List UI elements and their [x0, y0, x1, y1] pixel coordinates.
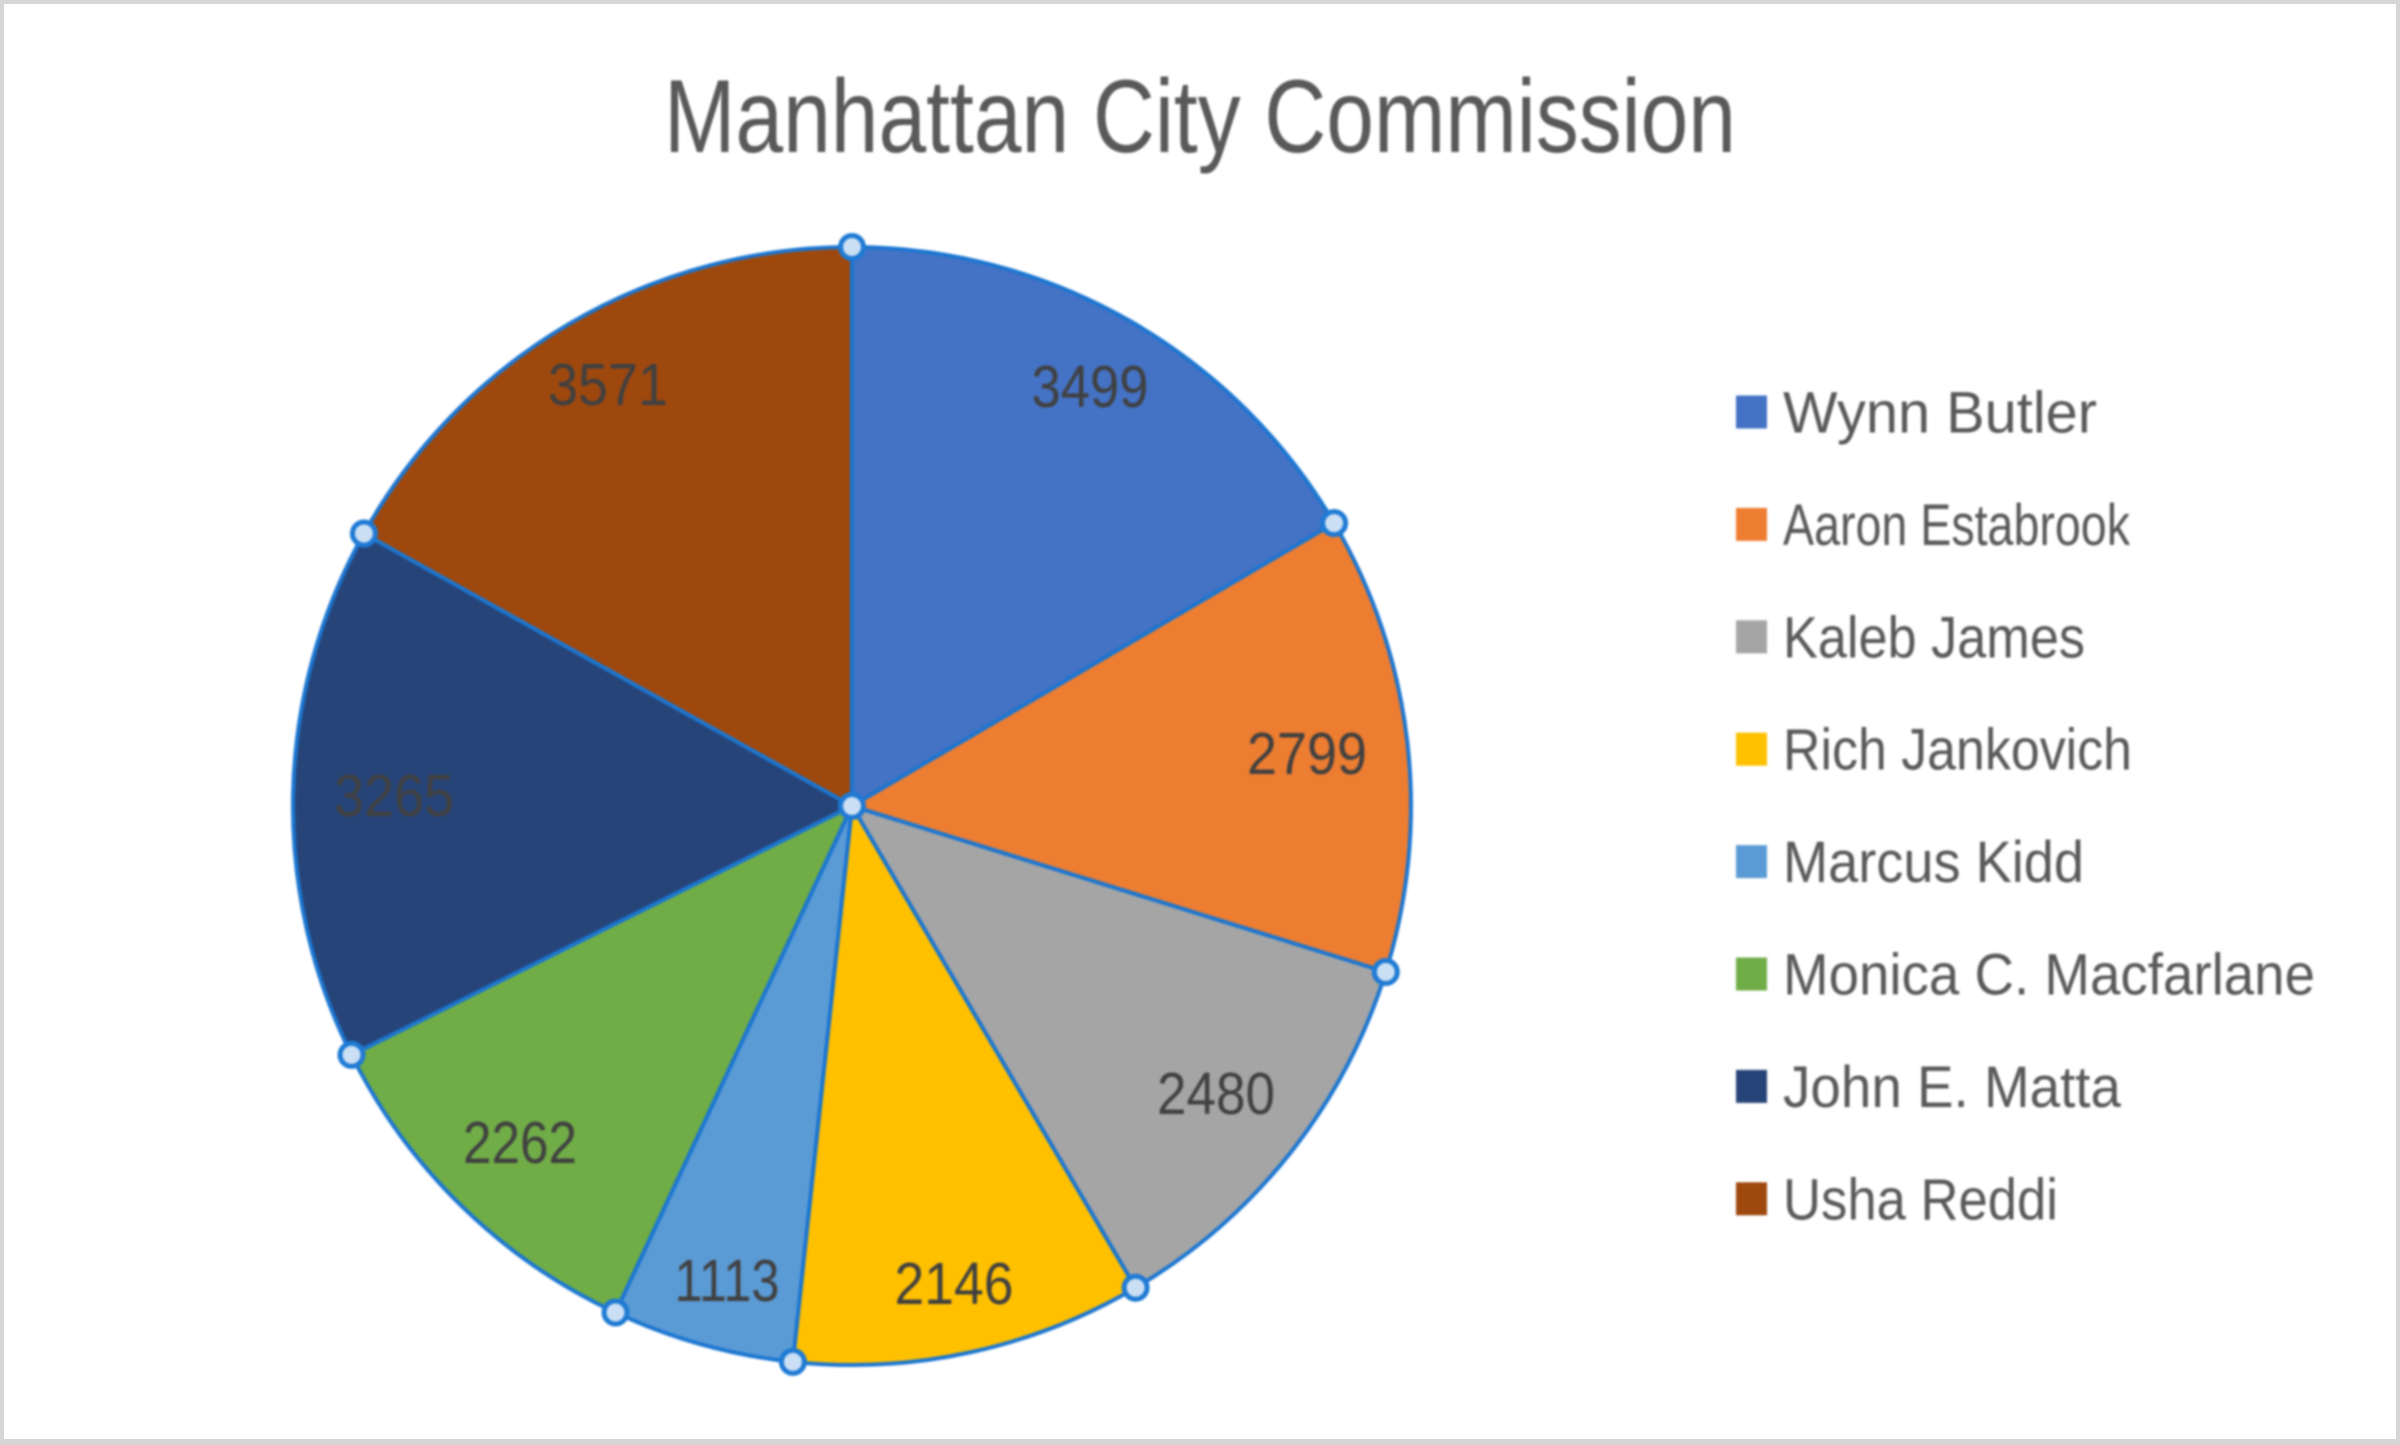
svg-text:Wynn Butler: Wynn Butler	[1783, 381, 2097, 446]
svg-text:Aaron Estabrook: Aaron Estabrook	[1783, 493, 2131, 558]
svg-text:3499: 3499	[1032, 354, 1149, 420]
svg-text:Monica C. Macfarlane: Monica C. Macfarlane	[1783, 943, 2315, 1008]
svg-text:Manhattan City Commission: Manhattan City Commission	[664, 59, 1736, 175]
svg-text:Rich Jankovich: Rich Jankovich	[1783, 718, 2132, 783]
svg-text:Kaleb James: Kaleb James	[1783, 605, 2085, 670]
svg-text:1113: 1113	[675, 1248, 780, 1314]
svg-text:Usha Reddi: Usha Reddi	[1783, 1167, 2058, 1232]
svg-text:3571: 3571	[548, 352, 668, 418]
svg-text:2146: 2146	[895, 1251, 1014, 1317]
svg-text:Marcus Kidd: Marcus Kidd	[1783, 830, 2084, 895]
svg-text:2480: 2480	[1157, 1061, 1275, 1127]
svg-text:2799: 2799	[1247, 721, 1367, 787]
svg-text:3265: 3265	[334, 763, 454, 829]
svg-text:2262: 2262	[463, 1110, 577, 1176]
svg-text:John E. Matta: John E. Matta	[1783, 1055, 2122, 1120]
